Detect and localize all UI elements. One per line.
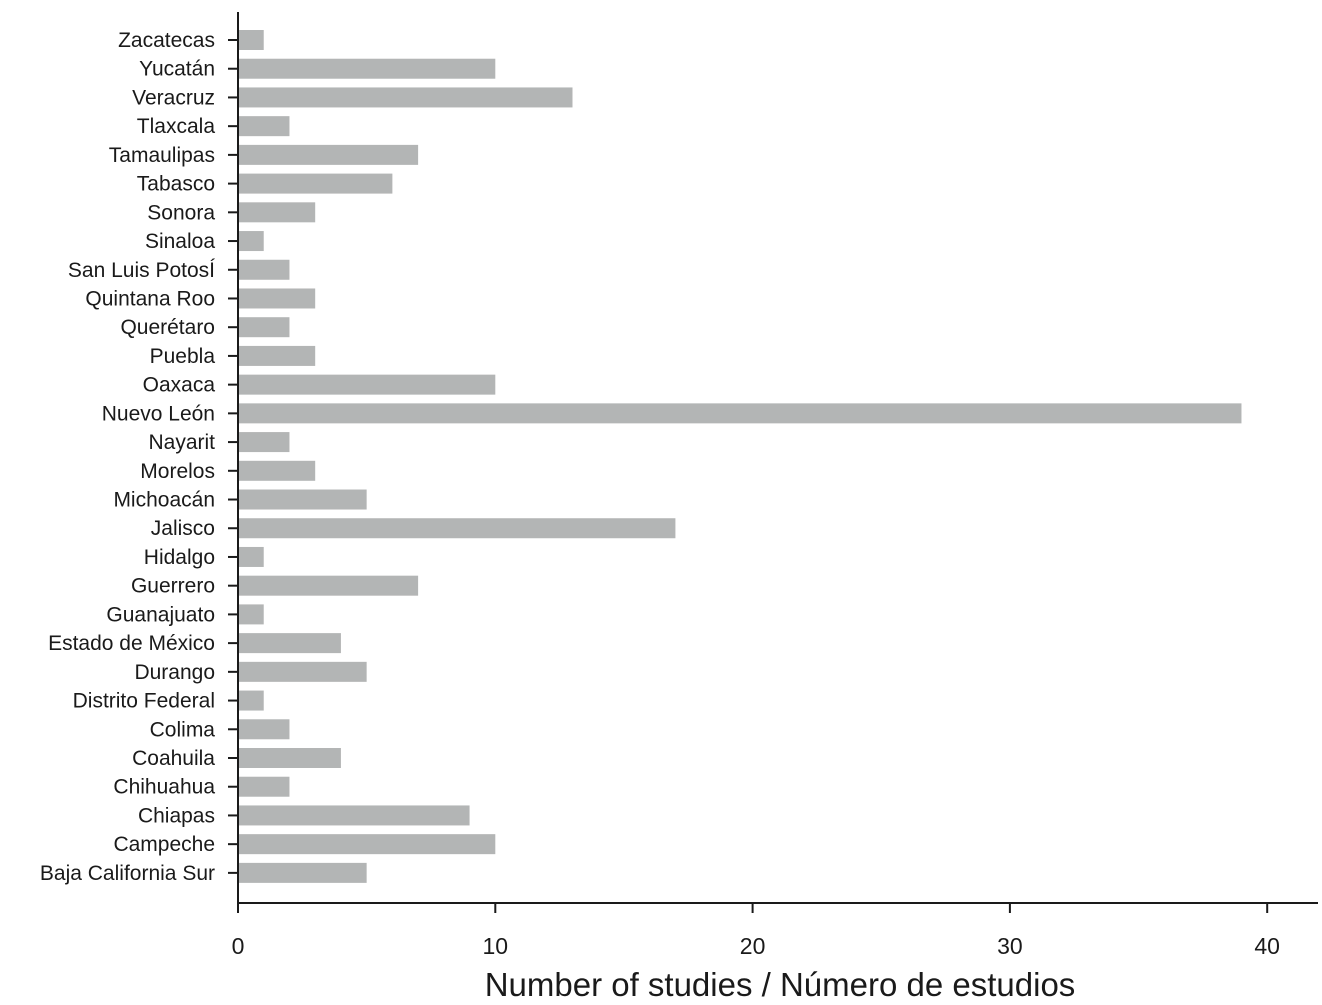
category-label: Tlaxcala [137, 115, 216, 138]
bar [239, 719, 290, 740]
category-label: Distrito Federal [73, 690, 215, 713]
category-label: Sonora [147, 201, 215, 224]
x-tick-label: 10 [483, 933, 509, 959]
bar [239, 87, 573, 108]
bars-group [239, 30, 1242, 883]
y-axis-ticks [228, 39, 238, 874]
category-labels: Zacatecas Yucatán Veracruz Tlaxcala Tamaulip… [40, 29, 215, 885]
bar [239, 116, 290, 137]
bar [239, 374, 496, 395]
bar [239, 345, 316, 366]
category-label: Coahuila [132, 747, 215, 770]
bar [239, 259, 290, 280]
category-label: Michoacán [113, 489, 215, 512]
category-label: Oaxaca [143, 374, 216, 397]
bar [239, 604, 264, 625]
bar [239, 575, 419, 596]
category-label: Jalisco [151, 517, 215, 540]
x-tick-label: 40 [1254, 933, 1280, 959]
category-label: Estado de México [48, 632, 215, 655]
bar [239, 748, 341, 768]
bar [239, 403, 1242, 424]
x-tick-label: 30 [997, 933, 1023, 959]
category-label: Querétaro [120, 316, 215, 339]
category-label: Guanajuato [106, 603, 215, 626]
category-label: Yucatán [139, 58, 215, 81]
category-label: Quintana Roo [85, 287, 215, 310]
bar [239, 546, 264, 567]
category-label: Zacatecas [118, 29, 215, 52]
bar [239, 288, 316, 309]
category-label: Durango [134, 661, 215, 684]
x-tick-label: 20 [740, 933, 766, 959]
category-label: Colima [150, 718, 216, 741]
bar [239, 862, 367, 883]
category-label: Campeche [113, 833, 215, 856]
category-label: Sinaloa [145, 230, 215, 253]
category-label: Nuevo León [102, 402, 215, 425]
category-label: Guerrero [131, 575, 215, 598]
bar [239, 460, 316, 481]
bar [239, 317, 290, 338]
bar [239, 58, 496, 79]
category-label: Tamaulipas [109, 144, 215, 167]
bar [239, 202, 316, 223]
bar [239, 661, 367, 682]
category-label: Chiapas [138, 804, 215, 827]
bar [239, 432, 290, 453]
bar [239, 231, 264, 252]
category-label: Morelos [140, 460, 215, 483]
bar [239, 173, 393, 194]
bar [239, 489, 367, 510]
bar [239, 30, 264, 50]
bar [239, 805, 470, 826]
category-label: Nayarit [148, 431, 215, 454]
category-label: Baja California Sur [40, 862, 215, 885]
bar [239, 776, 290, 797]
bar [239, 633, 341, 654]
x-axis-ticks: 0 10 20 30 40 [232, 903, 1280, 959]
bar [239, 144, 419, 165]
bar [239, 690, 264, 711]
category-label: Chihuahua [113, 776, 215, 799]
category-label: Puebla [150, 345, 216, 368]
category-label: Tabasco [137, 173, 215, 196]
bar [239, 518, 676, 539]
category-label: San Luis PotosÍ [68, 259, 215, 282]
x-axis-title: Number of studies / Número de estudios [485, 966, 1076, 1003]
category-label: Veracruz [132, 86, 215, 109]
x-tick-label: 0 [232, 933, 245, 959]
category-label: Hidalgo [144, 546, 215, 569]
bar [239, 834, 496, 855]
